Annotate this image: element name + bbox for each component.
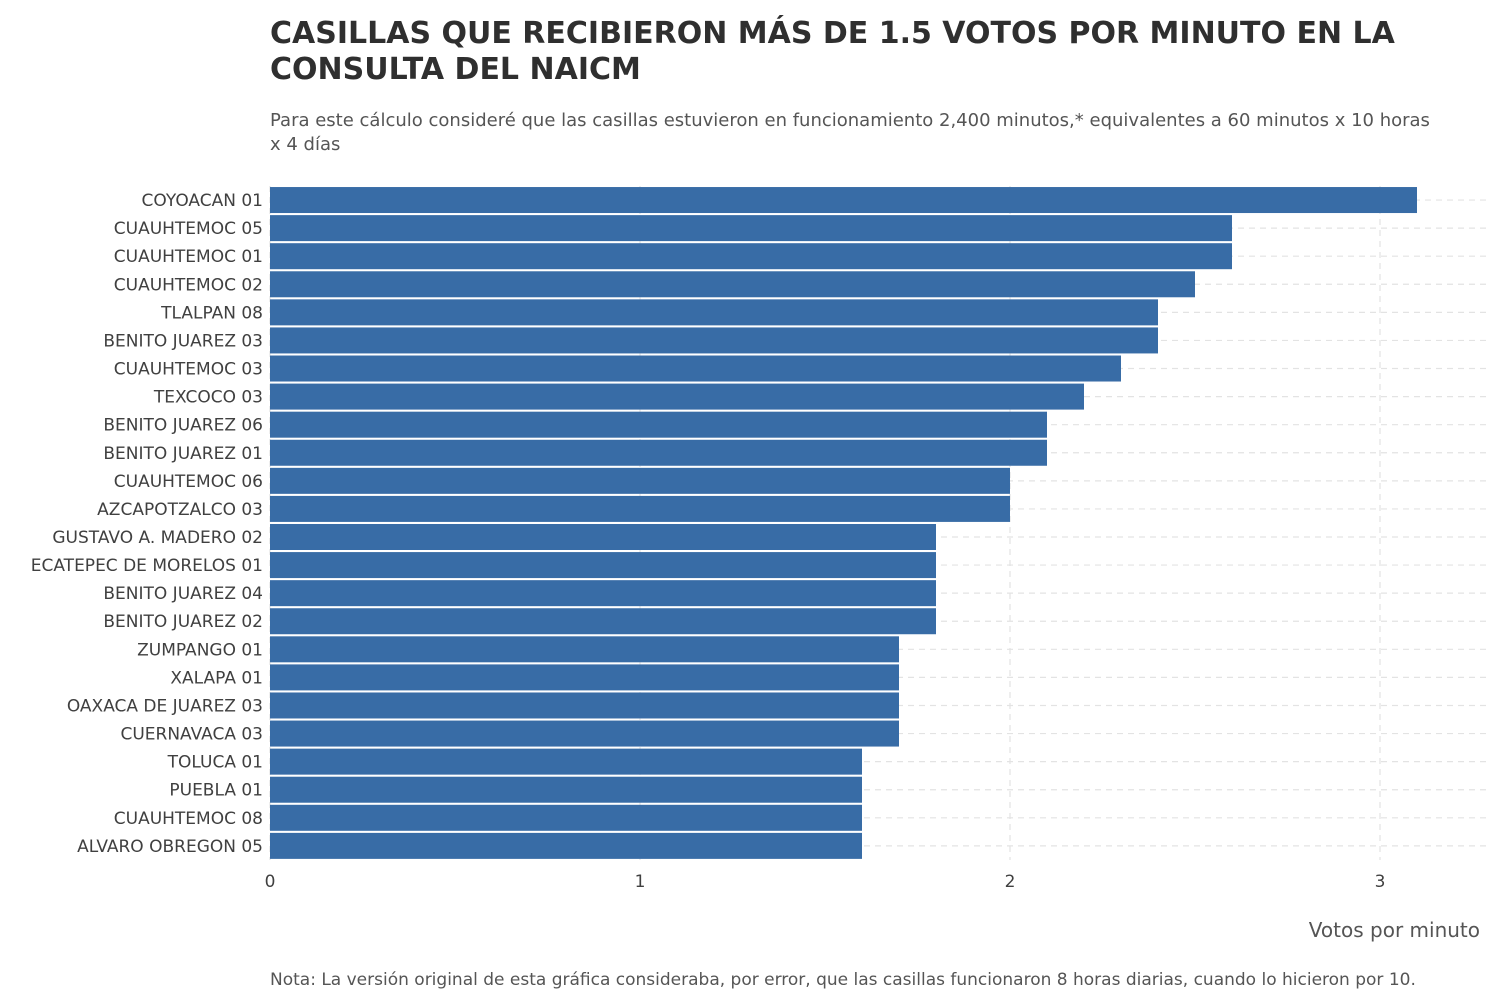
y-tick-label: BENITO JUAREZ 03 [103, 331, 263, 351]
bar [270, 832, 862, 859]
y-tick-label: CUAUHTEMOC 03 [114, 360, 263, 380]
x-axis-title: Votos por minuto [1309, 918, 1480, 942]
bar [270, 608, 936, 635]
y-tick-label: BENITO JUAREZ 01 [103, 444, 263, 464]
y-tick-label: AZCAPOTZALCO 03 [97, 500, 263, 520]
y-tick-label: CUAUHTEMOC 06 [114, 472, 263, 492]
bar [270, 271, 1195, 298]
y-tick-label: BENITO JUAREZ 06 [103, 416, 263, 436]
bar [270, 636, 899, 663]
bar [270, 664, 899, 691]
bar [270, 355, 1121, 382]
x-tick-label: 0 [265, 872, 276, 892]
bar [270, 692, 899, 719]
chart-subtitle: Para este cálculo consideré que las casi… [270, 110, 1430, 155]
bar [270, 495, 1010, 522]
bar [270, 327, 1158, 354]
chart-caption: Nota: La versión original de esta gráfic… [270, 970, 1416, 990]
y-axis-labels: COYOACAN 01 CUAUHTEMOC 05 CUAUHTEMOC 01 CUA… [31, 191, 263, 857]
y-tick-label: TOLUCA 01 [167, 753, 263, 773]
y-tick-label: CUAUHTEMOC 01 [114, 247, 263, 267]
y-tick-label: ECATEPEC DE MORELOS 01 [31, 556, 263, 576]
bar [270, 215, 1232, 242]
bar [270, 748, 862, 775]
bar [270, 804, 862, 831]
bar [270, 776, 862, 803]
y-tick-label: CUAUHTEMOC 08 [114, 809, 263, 829]
y-tick-label: XALAPA 01 [170, 668, 263, 688]
x-axis-labels: 0 1 2 3 [265, 872, 1386, 892]
y-tick-label: GUSTAVO A. MADERO 02 [52, 528, 263, 548]
x-tick-label: 1 [635, 872, 646, 892]
bar [270, 580, 936, 607]
bar [270, 552, 936, 579]
y-tick-label: CUAUHTEMOC 05 [114, 219, 263, 239]
y-tick-label: OAXACA DE JUAREZ 03 [67, 696, 263, 716]
chart-title: CASILLAS QUE RECIBIERON MÁS DE 1.5 VOTOS… [270, 16, 1395, 87]
bars [270, 187, 1417, 859]
bar [270, 383, 1084, 410]
x-tick-label: 3 [1375, 872, 1386, 892]
y-tick-label: TEXCOCO 03 [153, 388, 263, 408]
bar [270, 524, 936, 550]
y-tick-label: PUEBLA 01 [169, 781, 263, 801]
bar [270, 243, 1232, 270]
y-tick-label: ALVARO OBREGON 05 [77, 837, 263, 857]
y-tick-label: COYOACAN 01 [142, 191, 263, 211]
y-tick-label: CUERNAVACA 03 [120, 725, 263, 745]
x-tick-label: 2 [1005, 872, 1016, 892]
y-tick-label: BENITO JUAREZ 04 [103, 584, 263, 604]
y-tick-label: BENITO JUAREZ 02 [103, 612, 263, 632]
bar [270, 299, 1158, 326]
bar [270, 411, 1047, 438]
bar [270, 439, 1047, 466]
y-tick-label: CUAUHTEMOC 02 [114, 275, 263, 295]
y-tick-label: TLALPAN 08 [160, 303, 263, 323]
bar [270, 187, 1417, 214]
bar [270, 720, 899, 747]
bar [270, 467, 1010, 494]
y-tick-label: ZUMPANGO 01 [137, 640, 263, 660]
